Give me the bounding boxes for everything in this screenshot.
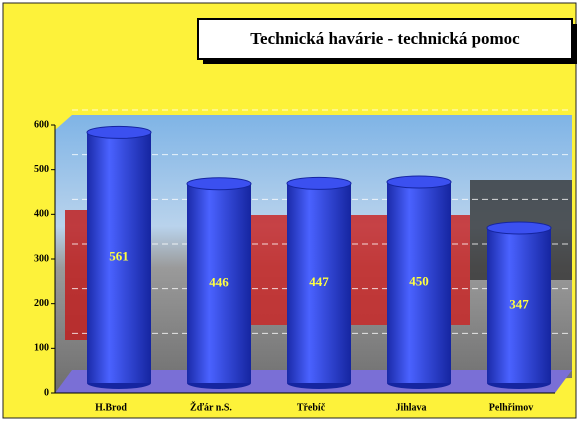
- bar: [487, 228, 551, 383]
- x-tick-label: Pelhřimov: [489, 402, 533, 413]
- y-tick-label: 200: [34, 298, 49, 309]
- bar: [387, 182, 451, 383]
- bar: [287, 183, 351, 383]
- value-label: 347: [509, 296, 529, 311]
- value-label: 450: [409, 273, 429, 288]
- bar: [187, 183, 251, 383]
- x-tick-label: Žďár n.S.: [190, 401, 232, 413]
- bar-top: [386, 175, 452, 189]
- bar-top: [86, 125, 152, 139]
- chart-title: Technická havárie - technická pomoc: [250, 29, 520, 48]
- bar-top: [286, 176, 352, 190]
- y-tick-label: 600: [34, 119, 49, 130]
- value-label: 447: [309, 274, 329, 289]
- y-tick-label: 500: [34, 164, 49, 175]
- title-box: [197, 18, 573, 60]
- y-tick-label: 100: [34, 343, 49, 354]
- bar-top: [186, 177, 252, 191]
- y-tick-label: 300: [34, 253, 49, 264]
- x-tick-label: Třebíč: [297, 402, 326, 413]
- x-tick-label: H.Brod: [95, 402, 127, 413]
- value-label: 446: [209, 274, 229, 289]
- y-tick-label: 0: [44, 387, 49, 398]
- x-tick-label: Jihlava: [395, 402, 426, 413]
- value-label: 561: [109, 249, 129, 264]
- bar: [87, 132, 151, 383]
- bar-top: [486, 221, 552, 235]
- y-tick-label: 400: [34, 209, 49, 220]
